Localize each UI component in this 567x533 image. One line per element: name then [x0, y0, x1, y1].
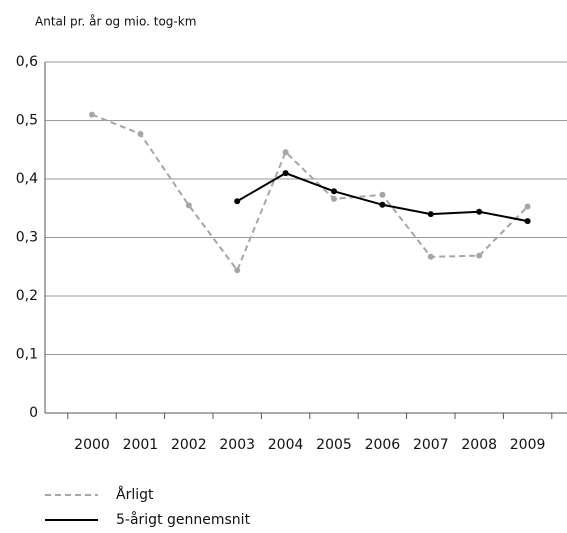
y-tick-label: 0,3: [16, 230, 38, 246]
y-axis-label: Antal pr. år og mio. tog-km: [35, 15, 196, 29]
point: [379, 191, 386, 198]
x-tick-label: 2009: [510, 437, 546, 453]
y-tick-label: 0,4: [16, 171, 38, 187]
series-line: [91, 113, 529, 273]
point: [185, 202, 192, 209]
point: [331, 195, 337, 202]
y-tick-label: 0,1: [16, 347, 38, 363]
y-tick-label: 0,5: [16, 113, 38, 129]
point: [282, 149, 289, 156]
x-tick-label: 2008: [461, 437, 497, 453]
point: [282, 170, 289, 177]
x-tick-label: 2007: [413, 437, 449, 453]
x-tick-label: 2003: [219, 437, 255, 453]
x-tick-label: 2001: [123, 437, 159, 453]
point: [379, 201, 386, 208]
point: [476, 208, 483, 215]
point: [234, 267, 241, 274]
y-tick-label: 0: [29, 405, 38, 421]
point: [89, 111, 95, 118]
x-tick-label: 2006: [365, 437, 401, 453]
point: [427, 211, 434, 218]
legend-label: Årligt: [116, 486, 154, 503]
x-tick-label: 2005: [316, 437, 352, 453]
legend-label: 5-årigt gennemsnit: [116, 511, 251, 528]
point: [137, 130, 144, 137]
point: [427, 253, 434, 260]
y-tick-label: 0,2: [16, 288, 38, 304]
point: [524, 218, 531, 225]
point: [331, 188, 337, 195]
x-tick-label: 2000: [74, 437, 110, 453]
x-tick-label: 2004: [268, 437, 304, 453]
point: [234, 198, 241, 205]
y-tick-label: 0,6: [16, 54, 38, 70]
point: [476, 252, 483, 259]
point: [524, 203, 531, 210]
x-tick-label: 2002: [171, 437, 207, 453]
